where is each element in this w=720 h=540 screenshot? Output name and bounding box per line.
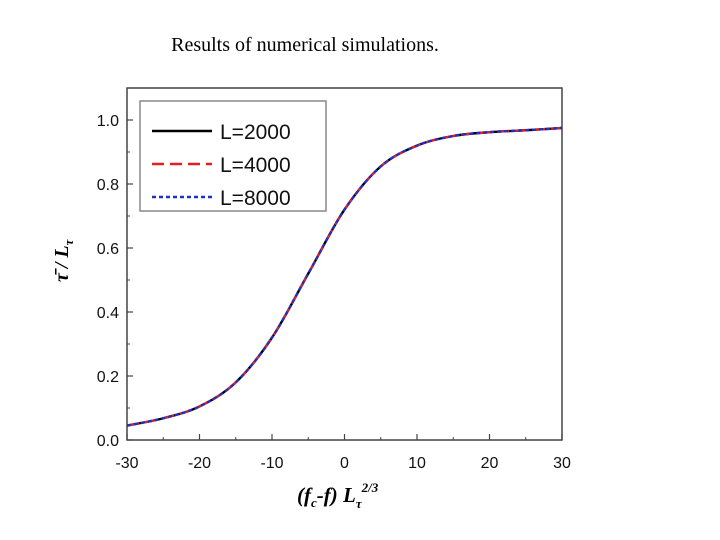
x-tick-label: 10 (408, 455, 426, 472)
legend-label-l2000: L=2000 (220, 121, 291, 144)
legend: L=2000 L=4000 L=8000 (139, 100, 327, 212)
y-axis-label: τ̄ / Lτ (51, 238, 76, 282)
x-tick-label: -30 (115, 455, 138, 472)
legend-label-l4000: L=4000 (220, 154, 291, 177)
axis-ticks: -30 -20 -10 0 10 20 30 0.0 0.2 0.4 0.6 0.8 1.0 (97, 87, 571, 472)
x-axis-label-sub1: c (311, 495, 317, 510)
x-axis-label-sup: 2/3 (361, 480, 379, 495)
x-tick-label: 30 (553, 455, 571, 472)
y-tick-label: 0.8 (97, 177, 119, 194)
series-group (126, 126, 563, 427)
legend-box (139, 100, 327, 212)
legend-label-l8000: L=8000 (220, 187, 291, 210)
x-tick-label: 0 (340, 455, 349, 472)
x-axis-label-sub2: τ (356, 496, 363, 511)
y-tick-label: 1.0 (97, 113, 119, 130)
x-tick-label: -20 (188, 455, 211, 472)
x-axis-label-pre: (f (297, 483, 313, 507)
x-axis-label: (fc-f) Lτ2/3 (297, 480, 379, 511)
y-tick-label: 0.6 (97, 241, 119, 258)
series-line-l8000 (126, 126, 563, 427)
x-axis-label-mid: -f) L (317, 483, 356, 507)
y-axis-label-main: τ̄ / L (51, 245, 73, 282)
x-tick-label: 20 (481, 455, 499, 472)
series-line-l4000 (126, 126, 563, 427)
y-tick-label: 0.0 (97, 433, 119, 450)
y-tick-label: 0.4 (97, 305, 119, 322)
y-tick-label: 0.2 (97, 369, 119, 386)
x-tick-label: -10 (260, 455, 283, 472)
y-axis-label-sub: τ (61, 238, 76, 245)
slide-title: Results of numerical simulations. (171, 34, 439, 56)
